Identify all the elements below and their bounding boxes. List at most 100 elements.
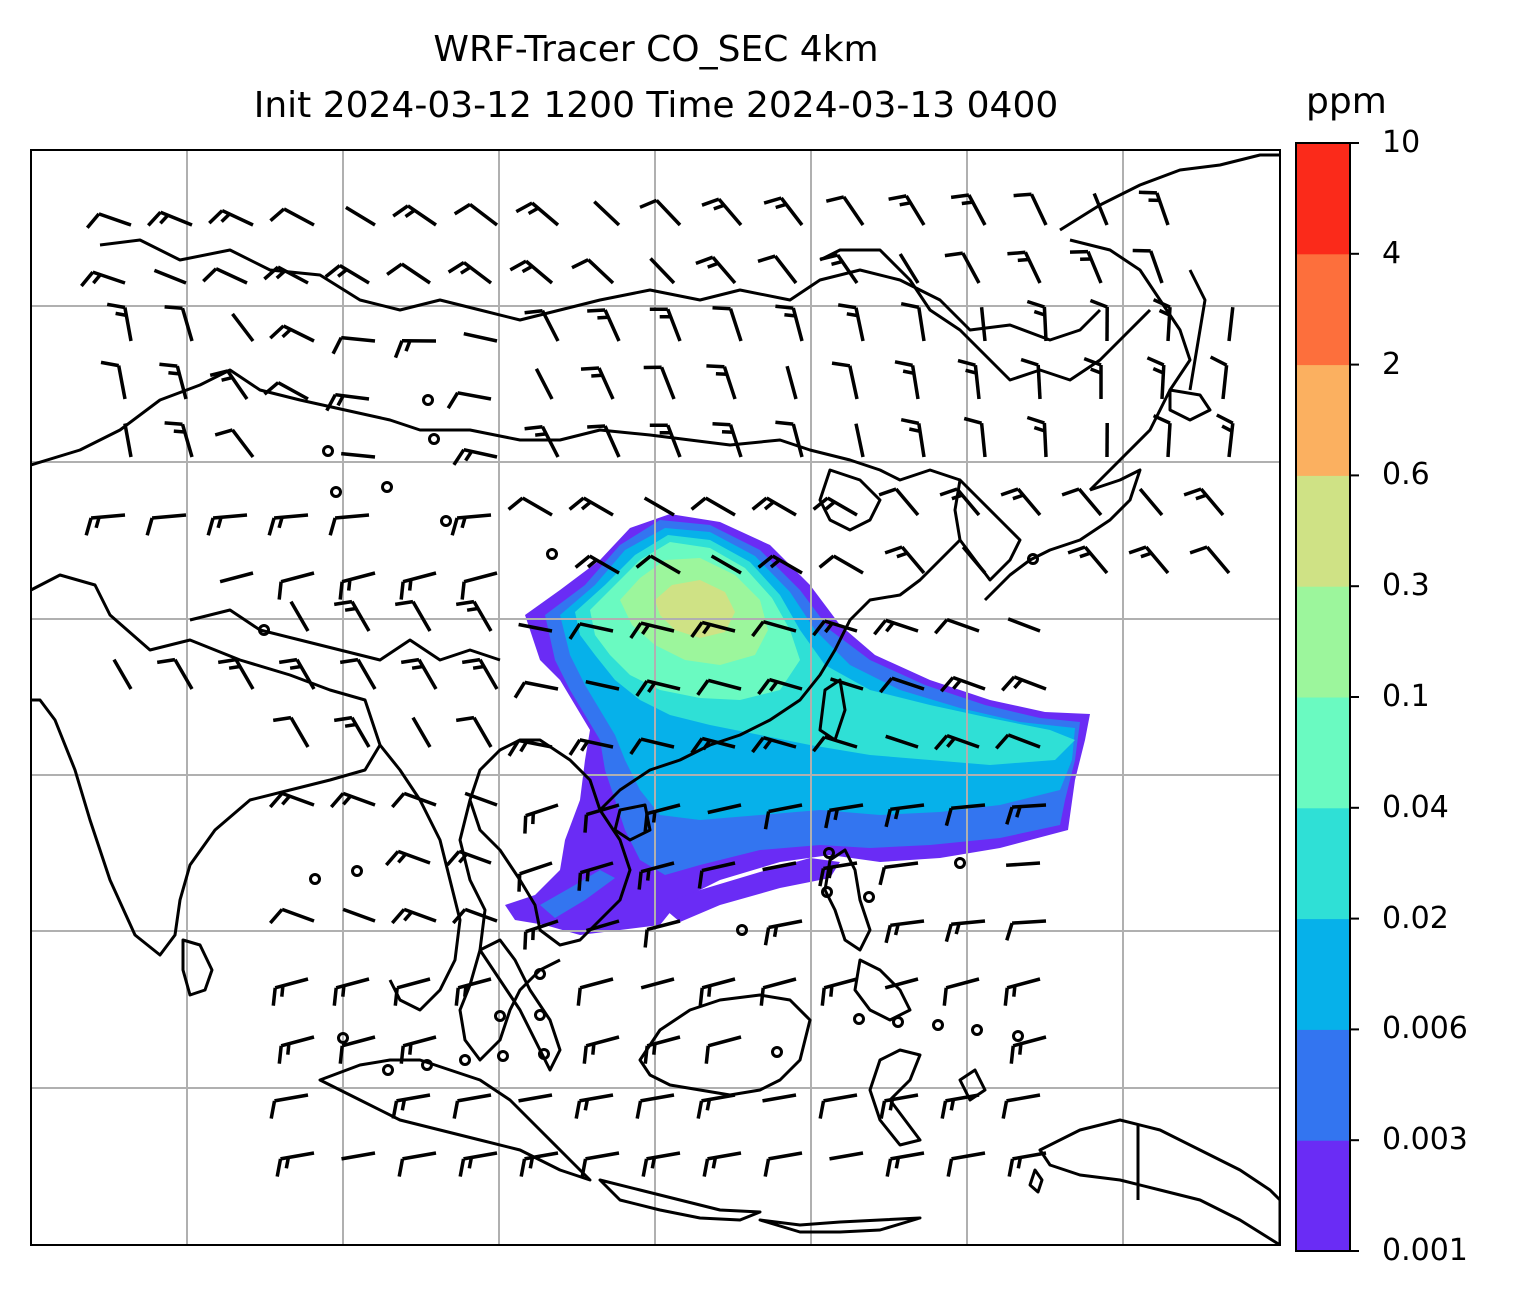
colorbar-segment — [1296, 586, 1350, 698]
calm-circle — [497, 1050, 509, 1062]
wind-barb-staff — [396, 977, 431, 990]
wind-barb-staff — [1155, 192, 1170, 226]
wind-barb-staff — [885, 734, 919, 749]
wind-barb — [695, 255, 737, 285]
wind-barb-flag — [523, 815, 528, 834]
wind-barb-staff — [704, 496, 736, 517]
wind-barb-flag — [763, 738, 773, 750]
wind-barb — [1009, 1035, 1047, 1064]
wind-barb-staff — [771, 554, 803, 575]
wind-barb — [568, 738, 614, 756]
wind-barb — [341, 1151, 376, 1161]
wind-barb-flag — [763, 1158, 771, 1177]
colorbar-segment — [1296, 918, 1350, 1030]
wind-barb-staff — [768, 803, 803, 814]
wind-barb-flag — [1189, 545, 1208, 555]
wind-barb-flag — [344, 722, 357, 728]
wind-barb-staff — [341, 1151, 376, 1161]
wind-barb-staff — [463, 447, 498, 459]
wind-barb — [837, 303, 865, 342]
wind-barb — [829, 1151, 864, 1161]
wind-barb-staff — [411, 716, 432, 748]
wind-barb-staff — [402, 1151, 437, 1161]
wind-barb — [324, 263, 370, 285]
colorbar-segment — [1296, 807, 1350, 920]
wind-barb — [898, 253, 920, 284]
wind-barb-flag — [1003, 987, 1009, 1006]
wind-barb — [269, 207, 315, 227]
wind-barb-staff — [898, 253, 920, 284]
wind-barb-flag — [1015, 806, 1022, 818]
wind-barb-staff — [885, 618, 919, 633]
wind-barb — [277, 571, 315, 600]
calm-circle — [821, 886, 833, 898]
wind-barb — [1067, 545, 1109, 575]
wind-barb-flag — [701, 197, 720, 207]
wind-barb-flag — [228, 664, 241, 670]
wind-barb-flag — [952, 679, 962, 690]
wind-barb-staff — [338, 263, 370, 285]
wind-barb-staff — [280, 571, 315, 584]
wind-barb — [208, 209, 254, 227]
wind-barb-staff — [350, 600, 371, 632]
wind-barb-staff — [116, 365, 127, 400]
wind-barb-flag — [524, 308, 543, 315]
wind-barb-staff — [823, 861, 858, 871]
wind-barb-flag — [391, 1100, 399, 1119]
wind-barb-staff — [396, 1093, 431, 1103]
wind-barb-staff — [1221, 365, 1229, 400]
wind-barb — [1216, 413, 1235, 458]
wind-barb — [825, 195, 865, 226]
wind-barb-staff — [904, 194, 926, 226]
wind-barb-flag — [454, 987, 460, 1006]
wind-barb-flag — [879, 677, 894, 694]
wind-barb-staff — [768, 1151, 803, 1161]
wind-barb-flag — [1140, 551, 1152, 559]
wind-barb-flag — [206, 517, 215, 536]
wind-barb-flag — [1005, 806, 1014, 825]
wind-barb — [1083, 356, 1103, 399]
wind-barb-staff — [649, 257, 676, 285]
wind-barb — [100, 360, 127, 400]
wind-barb-flag — [333, 715, 353, 723]
colorbar-tick-label: 4 — [1382, 235, 1402, 271]
wind-barb-staff — [728, 308, 743, 342]
plume-level-0.3 — [655, 580, 735, 638]
wind-barb-flag — [888, 194, 907, 201]
coastline-korea — [953, 478, 1022, 582]
wind-barb — [939, 675, 986, 693]
plume-band-west — [540, 870, 615, 918]
wind-barb-flag — [641, 623, 651, 635]
wind-barb-staff — [280, 1151, 315, 1161]
wind-barb — [393, 339, 437, 359]
wind-barb-flag — [459, 265, 472, 275]
wind-barb-staff — [1144, 545, 1170, 575]
wind-barb-staff — [173, 658, 194, 690]
wind-barb-flag — [1183, 487, 1202, 497]
coastline-lesser-sunda — [758, 1216, 922, 1234]
wind-barb — [1132, 248, 1164, 284]
coastline-sakhalin — [1188, 269, 1207, 391]
wind-barb-flag — [531, 813, 536, 825]
wind-barb-flag — [277, 1045, 283, 1064]
wind-barb-flag — [946, 1158, 954, 1177]
wind-barb — [696, 678, 742, 696]
wind-barb — [1089, 298, 1109, 342]
colorbar-segment — [1296, 143, 1350, 255]
coastline-philippines-luzon — [823, 848, 872, 952]
wind-barb — [878, 487, 920, 517]
colorbar-tick-label: 10 — [1382, 125, 1421, 160]
wind-barb-flag — [697, 870, 704, 889]
wind-barb — [1183, 487, 1225, 517]
wind-barb-staff — [1205, 545, 1231, 575]
wind-barb — [1069, 249, 1103, 284]
wind-barb — [231, 312, 255, 343]
wind-barb-staff — [765, 496, 797, 517]
wind-barb-flag — [519, 1158, 527, 1177]
wind-barb — [878, 861, 919, 886]
wind-barb — [1152, 414, 1172, 458]
wind-barb-staff — [281, 907, 315, 923]
wind-barb-flag — [329, 792, 345, 809]
wind-barb-staff — [659, 366, 676, 400]
